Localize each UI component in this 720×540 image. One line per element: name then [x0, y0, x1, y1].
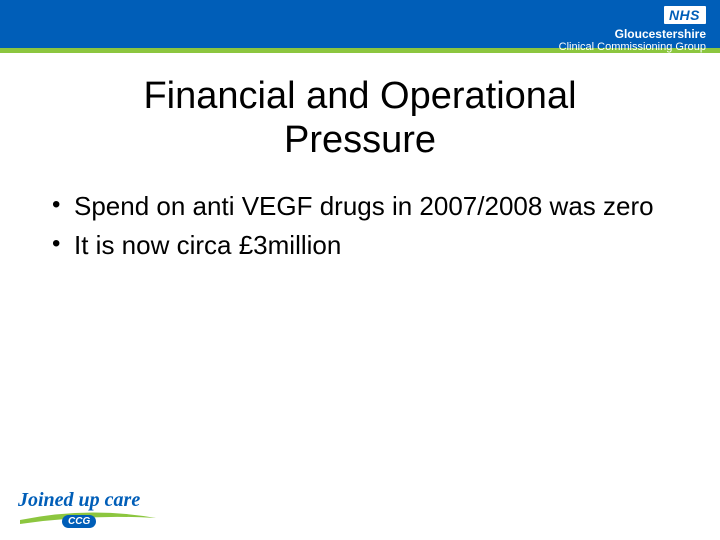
title-line1: Financial and Operational	[143, 75, 576, 117]
footer-logo: Joined up care CCG	[18, 490, 158, 526]
footer-logo-subtext: CCG	[62, 515, 96, 528]
bullet-item: It is now circa £3million	[48, 229, 672, 262]
org-name-line1: Gloucestershire	[559, 27, 706, 41]
org-name-line2: Clinical Commissioning Group	[559, 41, 706, 53]
nhs-badge: NHS	[664, 6, 706, 24]
bullet-item: Spend on anti VEGF drugs in 2007/2008 wa…	[48, 190, 672, 223]
header-bar: NHS Gloucestershire Clinical Commissioni…	[0, 0, 720, 48]
slide-container: NHS Gloucestershire Clinical Commissioni…	[0, 0, 720, 540]
nhs-logo-block: NHS Gloucestershire Clinical Commissioni…	[559, 6, 706, 53]
title-line2: Pressure	[284, 119, 436, 161]
slide-title: Financial and Operational Pressure	[0, 75, 720, 162]
bullet-list: Spend on anti VEGF drugs in 2007/2008 wa…	[48, 190, 672, 261]
footer-logo-text: Joined up care	[18, 490, 158, 510]
